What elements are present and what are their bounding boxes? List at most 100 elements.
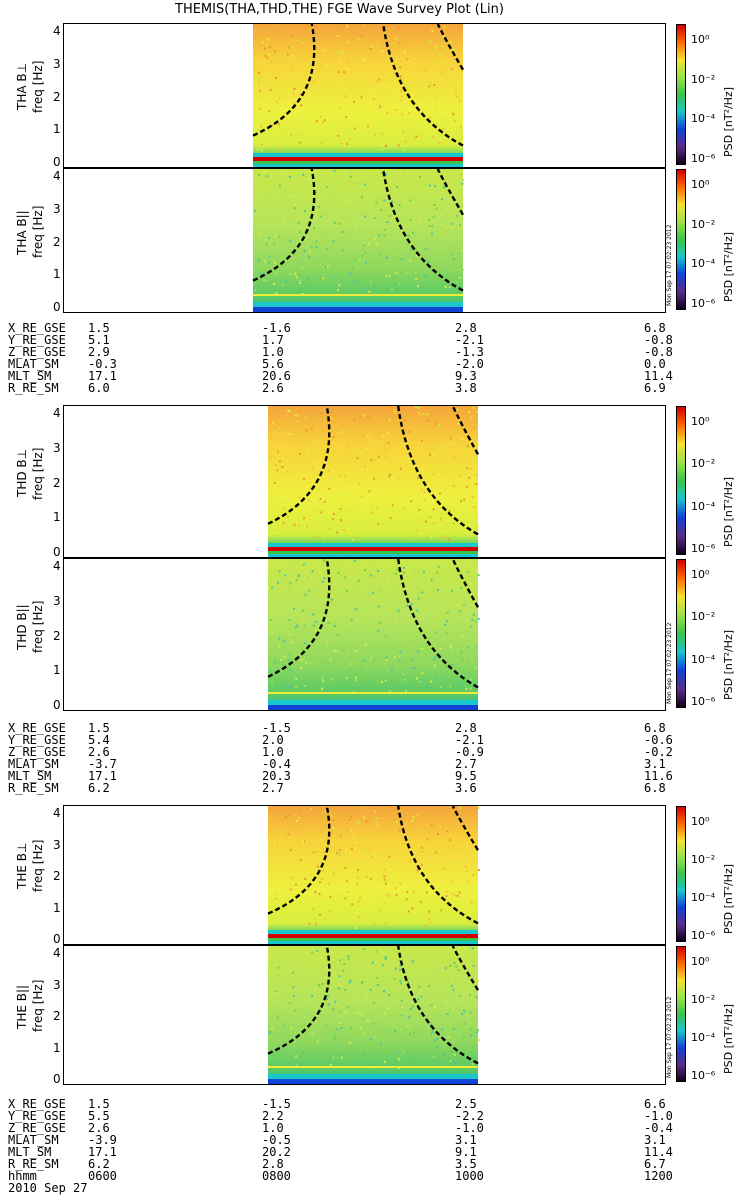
- freq-tick-label: 2: [53, 869, 61, 883]
- noise-speck: [301, 841, 304, 844]
- noise-speck: [400, 99, 403, 102]
- gyro-curve-right: [397, 806, 479, 925]
- noise-speck: [345, 214, 348, 217]
- noise-speck: [278, 618, 281, 621]
- noise-speck: [350, 663, 353, 666]
- noise-speck: [258, 233, 261, 236]
- noise-speck: [355, 608, 358, 611]
- colorbar-tick-label: 10⁻²: [691, 853, 716, 866]
- noise-speck: [276, 1016, 279, 1019]
- noise-speck: [273, 842, 276, 845]
- noise-speck: [290, 433, 293, 436]
- noise-speck: [326, 248, 329, 251]
- noise-speck: [329, 814, 332, 817]
- time-tick-label: 1000: [455, 1169, 484, 1183]
- noise-speck: [341, 958, 344, 961]
- noise-speck: [383, 878, 386, 881]
- noise-speck: [356, 822, 359, 825]
- noise-speck: [322, 125, 325, 128]
- noise-speck: [311, 907, 314, 910]
- noise-speck: [371, 504, 374, 507]
- noise-speck: [320, 142, 323, 145]
- noise-speck: [427, 917, 430, 920]
- noise-speck: [326, 689, 329, 692]
- noise-speck: [302, 609, 305, 612]
- noise-speck: [389, 524, 392, 527]
- noise-speck: [278, 427, 281, 430]
- noise-speck: [324, 810, 327, 813]
- noise-speck: [414, 881, 417, 884]
- noise-speck: [358, 260, 361, 263]
- noise-speck: [338, 987, 341, 990]
- gyro-curve-right: [397, 559, 479, 689]
- freq-tick-label: 3: [53, 977, 61, 992]
- noise-speck: [313, 624, 316, 627]
- noise-speck: [332, 1056, 335, 1059]
- noise-speck: [332, 872, 335, 875]
- colorbar-tick-label: 10⁻⁴: [691, 257, 716, 271]
- noise-speck: [365, 665, 368, 668]
- noise-speck: [453, 1050, 456, 1053]
- noise-speck: [452, 48, 455, 51]
- noise-speck: [282, 900, 285, 903]
- noise-speck: [305, 292, 308, 295]
- noise-speck: [375, 949, 378, 952]
- noise-speck: [433, 912, 436, 915]
- noise-speck: [298, 569, 301, 572]
- noise-speck: [412, 1031, 415, 1034]
- noise-speck: [304, 258, 307, 261]
- noise-speck: [309, 286, 312, 289]
- noise-speck: [469, 999, 472, 1002]
- noise-speck: [443, 446, 446, 449]
- noise-speck: [310, 576, 313, 579]
- noise-speck: [346, 67, 349, 70]
- noise-speck: [377, 569, 380, 572]
- noise-speck: [426, 644, 429, 647]
- noise-speck: [285, 280, 288, 283]
- ephem-value: 5.1: [88, 333, 110, 347]
- noise-speck: [290, 1027, 293, 1030]
- noise-speck: [408, 1016, 411, 1019]
- noise-speck: [468, 994, 471, 997]
- noise-speck: [428, 921, 431, 924]
- low-freq-band: [268, 941, 478, 944]
- noise-speck: [464, 908, 467, 911]
- noise-speck: [338, 1054, 341, 1057]
- noise-speck: [268, 958, 271, 961]
- noise-speck: [356, 1011, 359, 1014]
- noise-speck: [435, 207, 438, 210]
- noise-speck: [259, 272, 262, 275]
- noise-speck: [287, 515, 290, 518]
- freq-tick-label: 1: [53, 267, 61, 282]
- colorbar-axis-label: PSD [nT²/Hz]: [722, 629, 735, 700]
- noise-speck: [288, 619, 291, 622]
- noise-speck: [384, 173, 387, 176]
- noise-speck: [452, 115, 455, 118]
- noise-speck: [305, 119, 308, 122]
- noise-speck: [370, 285, 373, 288]
- noise-speck: [412, 890, 415, 893]
- noise-speck: [288, 586, 291, 589]
- ephem-value: 1.0: [262, 1121, 284, 1135]
- noise-speck: [294, 560, 297, 563]
- noise-speck: [449, 44, 452, 47]
- noise-speck: [326, 641, 329, 644]
- noise-speck: [403, 678, 406, 681]
- noise-speck: [458, 866, 461, 869]
- noise-speck: [457, 969, 460, 972]
- noise-speck: [337, 559, 340, 562]
- panel-label: THA B⊥: [15, 62, 29, 110]
- noise-speck: [348, 528, 351, 531]
- noise-speck: [397, 209, 400, 212]
- low-freq-band: [268, 547, 478, 551]
- noise-speck: [292, 1011, 295, 1014]
- noise-speck: [264, 30, 267, 33]
- noise-speck: [299, 93, 302, 96]
- noise-speck: [268, 670, 271, 673]
- noise-speck: [406, 84, 409, 87]
- ephem-value: 2.2: [262, 1109, 284, 1123]
- noise-speck: [444, 285, 447, 288]
- noise-speck: [406, 1052, 409, 1055]
- noise-speck: [297, 816, 300, 819]
- noise-speck: [421, 97, 424, 100]
